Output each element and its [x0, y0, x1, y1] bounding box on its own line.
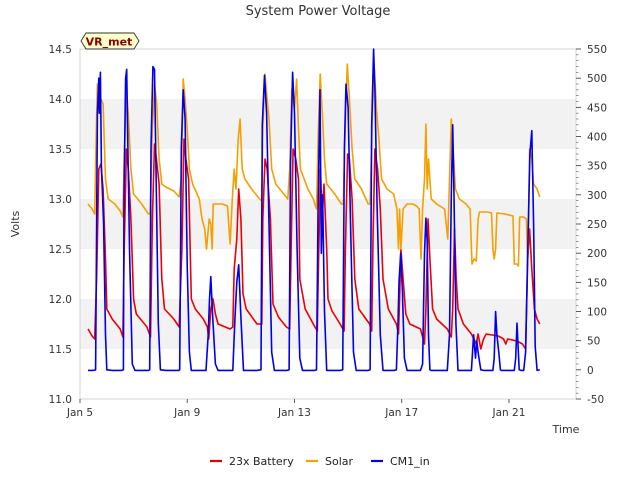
- y-tick-label: 12.0: [49, 294, 72, 306]
- background-band: [80, 49, 576, 99]
- y-tick-label: 13.0: [49, 194, 72, 206]
- series-line-solar: [87, 63, 541, 270]
- legend-label: CM1_in: [390, 455, 430, 468]
- y-axis-title: Volts: [9, 210, 22, 237]
- y2-tick-label: 500: [587, 73, 607, 85]
- badge-shape: [80, 32, 140, 50]
- y2-tick-label: 150: [587, 277, 607, 289]
- x-tick-label: Jan 9: [173, 407, 200, 419]
- legend: 23x Battery Solar CM1_in: [210, 455, 430, 468]
- y2-tick-label: 550: [587, 44, 607, 56]
- y2-tick-label: 200: [587, 248, 607, 260]
- x-tick-label: Jan 13: [277, 407, 311, 419]
- background-band: [80, 349, 576, 399]
- legend-label: Solar: [325, 455, 354, 468]
- background-band: [80, 99, 576, 149]
- series-line-cm1-in: [88, 48, 540, 372]
- y2-tick-label: 250: [587, 219, 607, 231]
- y-tick-label: 12.5: [49, 244, 72, 256]
- y2-tick-label: 300: [587, 190, 607, 202]
- vr-met-badge: VR_met: [80, 32, 140, 50]
- background-band: [80, 199, 576, 249]
- legend-label: 23x Battery: [229, 455, 294, 468]
- background-band: [80, 149, 576, 199]
- y2-tick-label: 350: [587, 161, 607, 173]
- background-band: [80, 299, 576, 349]
- y-tick-label: 14.5: [49, 44, 72, 56]
- chart-title: System Power Voltage: [246, 4, 391, 19]
- y-tick-label: 11.5: [49, 344, 72, 356]
- y2-tick-label: -50: [587, 394, 604, 406]
- y2-tick-label: 450: [587, 102, 607, 114]
- x-tick-label: Jan 21: [492, 407, 526, 419]
- y2-tick-label: 0: [587, 365, 594, 377]
- y-tick-label: 14.0: [49, 94, 72, 106]
- x-axis-title: Time: [552, 423, 580, 436]
- y2-tick-label: 100: [587, 307, 607, 319]
- x-tick-label: Jan 5: [66, 407, 93, 419]
- y-tick-label: 13.5: [49, 144, 72, 156]
- y-tick-label: 11.0: [49, 394, 72, 406]
- y2-tick-label: 50: [587, 336, 600, 348]
- badge-label: VR_met: [86, 36, 133, 49]
- series-layer: [87, 48, 541, 372]
- plot-background-bands: [80, 49, 576, 399]
- y2-tick-label: 400: [587, 132, 607, 144]
- x-tick-label: Jan 17: [384, 407, 418, 419]
- axes-ticks: 11.0 11.5 12.0 12.5 13.0 13.5 14.0 14.5 -50 0 50 10…: [49, 44, 607, 419]
